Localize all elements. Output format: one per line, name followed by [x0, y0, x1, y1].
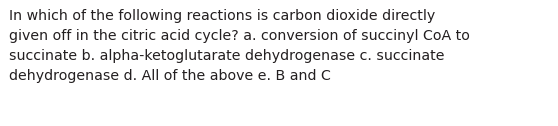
Text: In which of the following reactions is carbon dioxide directly
given off in the : In which of the following reactions is c… — [9, 9, 470, 83]
